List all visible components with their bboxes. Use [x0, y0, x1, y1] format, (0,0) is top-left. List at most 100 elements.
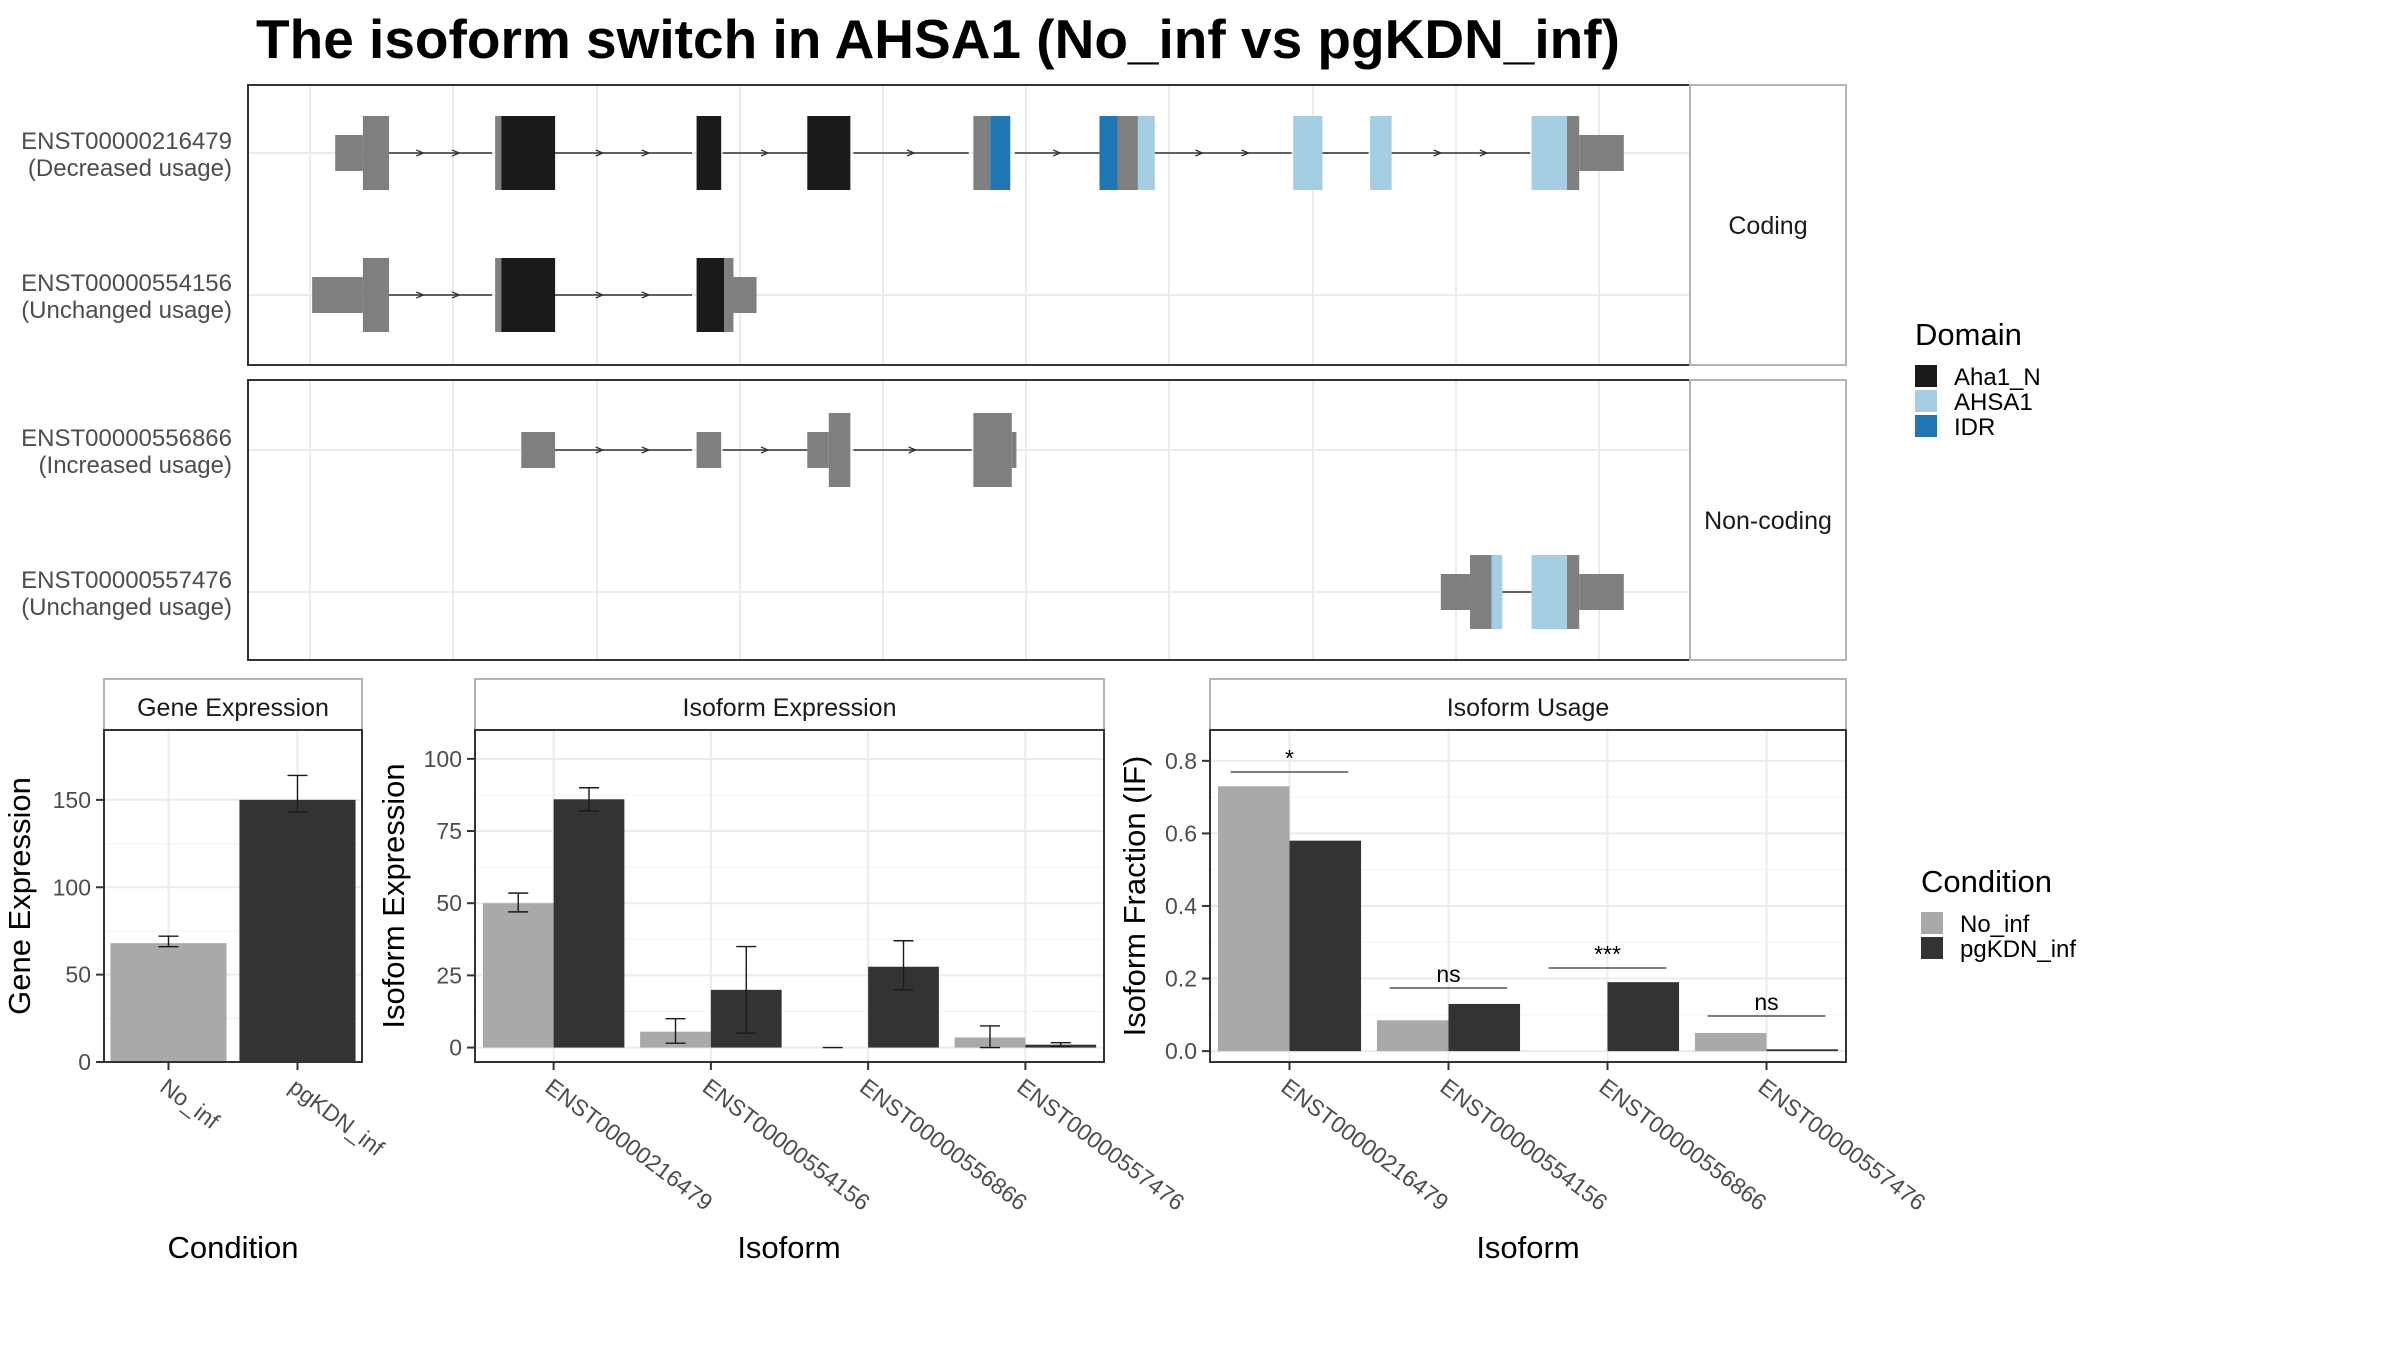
isoform-label: ENST00000556866 — [21, 425, 232, 452]
exon-segment — [724, 258, 734, 332]
domain-legend-title: Domain — [1915, 317, 2022, 352]
exon-segment — [807, 432, 829, 468]
significance-label: * — [1285, 745, 1294, 771]
exon-segment — [1566, 555, 1580, 629]
isoform-structure-panel: Coding ENST00000216479(Decreased usage) EN… — [21, 84, 1847, 661]
x-tick-label: pgKDN_inf — [284, 1073, 389, 1161]
error-bar — [508, 892, 529, 913]
y-tick-label: 100 — [424, 746, 462, 772]
exon-segment — [1099, 116, 1118, 190]
exon-segment — [696, 116, 722, 190]
y-tick-label: 100 — [53, 874, 91, 900]
exon-segment — [362, 116, 390, 190]
error-bar — [979, 1025, 1000, 1049]
intron-arrow — [1195, 149, 1205, 157]
y-tick-label: 0 — [78, 1049, 91, 1075]
exon-segment — [1579, 135, 1624, 171]
intron-arrow — [1241, 149, 1251, 157]
intron-arrow — [1479, 149, 1489, 157]
error-bar — [665, 1018, 686, 1044]
intron-arrow — [595, 446, 605, 454]
exon-segment — [733, 277, 757, 313]
isoform-label: ENST00000554156 — [21, 270, 232, 297]
panel-border — [474, 729, 1105, 1063]
legend-label: pgKDN_inf — [1960, 936, 2076, 963]
error-bar — [893, 940, 914, 991]
intron-arrow — [1052, 149, 1062, 157]
y-tick-label: 50 — [65, 962, 91, 988]
panel-strip-label: Isoform Expression — [683, 694, 897, 722]
exon-segment — [501, 116, 556, 190]
intron-arrow — [451, 149, 461, 157]
exon-segment — [1491, 555, 1503, 629]
exon-segment — [828, 413, 851, 487]
bar — [1694, 1032, 1767, 1052]
intron-arrow — [641, 149, 651, 157]
intron-arrow — [760, 446, 770, 454]
facet-strip-label: Coding — [1728, 212, 1807, 240]
intron-arrow — [906, 149, 916, 157]
legend-key — [1921, 937, 1943, 959]
legend-label: No_inf — [1960, 911, 2030, 938]
x-tick-label: ENST00000557476 — [1012, 1073, 1189, 1215]
exon-segment — [495, 116, 502, 190]
legend-key — [1921, 912, 1943, 934]
bar — [1289, 840, 1362, 1052]
bar — [1607, 982, 1680, 1052]
bar — [553, 799, 625, 1048]
exon-segment — [1566, 116, 1580, 190]
panel-isoform-expression: Isoform Expression 0 25 50 75 100 ENST00000216… — [376, 678, 1189, 1265]
y-tick-label: 25 — [436, 962, 462, 988]
exon-segment — [501, 258, 556, 332]
exon-segment — [1470, 555, 1492, 629]
x-tick-label: ENST00000554156 — [1435, 1073, 1612, 1215]
y-tick-label: 50 — [436, 890, 462, 916]
exon-segment — [973, 116, 991, 190]
x-axis-title: Isoform — [737, 1230, 840, 1265]
exon-segment — [1531, 116, 1567, 190]
intron-arrow — [908, 446, 918, 454]
exon-segment — [696, 258, 725, 332]
bar — [1448, 1003, 1521, 1052]
exon-segment — [521, 432, 556, 468]
exon-segment — [1011, 432, 1017, 468]
exon-segment — [1440, 574, 1471, 610]
intron-arrow — [760, 149, 770, 157]
bar — [1766, 1049, 1839, 1052]
bar-chart-panels: Gene Expression 0 50 100 150 No_inf pgKDN_inf C… — [2, 678, 1931, 1265]
y-axis-title: Isoform Expression — [376, 763, 411, 1028]
exon-segment — [1531, 555, 1567, 629]
x-axis-title: Isoform — [1476, 1230, 1579, 1265]
isoform-label: ENST00000216479 — [21, 128, 232, 155]
legend-key — [1915, 390, 1937, 412]
significance-label: ns — [1436, 961, 1460, 987]
isoform-usage-note: (Unchanged usage) — [21, 297, 232, 324]
legend-label: AHSA1 — [1954, 389, 2033, 416]
legend-key — [1915, 365, 1937, 387]
exon-segment — [973, 413, 1012, 487]
x-tick-label: No_inf — [155, 1073, 224, 1134]
error-bar — [158, 935, 179, 948]
y-tick-label: 0.2 — [1165, 966, 1197, 992]
facet-strip-label: Non-coding — [1704, 507, 1832, 535]
y-axis-title: Isoform Fraction (IF) — [1117, 756, 1152, 1037]
intron-arrow — [595, 149, 605, 157]
y-axis-title: Gene Expression — [2, 777, 37, 1015]
facet-strip — [1689, 379, 1847, 661]
bar — [482, 903, 554, 1048]
bar — [239, 799, 356, 1062]
exon-segment — [362, 258, 390, 332]
panel-border — [1209, 729, 1847, 1063]
y-tick-label: 0.4 — [1165, 893, 1197, 919]
legend-label: Aha1_N — [1954, 364, 2041, 391]
exon-segment — [696, 432, 722, 468]
isoform-usage-note: (Decreased usage) — [28, 155, 232, 182]
exon-segment — [312, 277, 363, 313]
error-bar — [1050, 1041, 1071, 1048]
facet-strip — [1689, 84, 1847, 366]
bar — [1217, 786, 1290, 1052]
significance-label: ns — [1754, 989, 1778, 1015]
exon-segment — [807, 116, 851, 190]
intron-arrow — [1433, 149, 1443, 157]
